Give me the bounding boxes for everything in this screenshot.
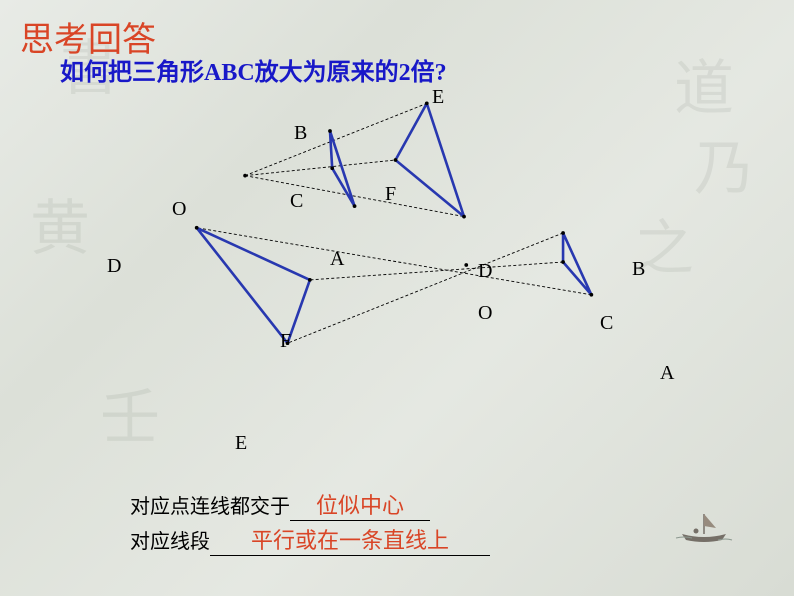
point-label-d: D [478, 260, 492, 283]
fill-line-1-label: 对应点连线都交于 [130, 496, 290, 518]
boat-decoration [674, 506, 734, 546]
question-end: 倍? [411, 60, 447, 86]
point-label-o: O [172, 198, 186, 221]
point-label-e: E [432, 86, 444, 109]
fill-line-2-answer: 平行或在一条直线上 [251, 528, 449, 553]
question-text: 如何把三角形ABC放大为原来的2倍? [60, 52, 447, 87]
fill-line-1: 对应点连线都交于 位似中心 [130, 488, 430, 521]
point-label-b: B [632, 258, 645, 281]
point-label-f: F [385, 183, 396, 206]
point-label-f: F [280, 330, 291, 353]
point-label-a: A [330, 248, 344, 271]
fill-line-2-label: 对应线段 [130, 531, 210, 553]
question-abc: ABC [204, 60, 255, 86]
point-label-o: O [478, 302, 492, 325]
point-label-c: C [290, 190, 303, 213]
point-label-b: B [294, 122, 307, 145]
point-label-c: C [600, 312, 613, 335]
point-label-e: E [235, 432, 247, 455]
fill-line-1-answer: 位似中心 [316, 493, 404, 518]
point-label-d: D [107, 255, 121, 278]
question-suffix: 放大为原来的 [255, 60, 399, 86]
question-prefix: 如何把三角形 [60, 60, 204, 86]
fill-line-2: 对应线段 平行或在一条直线上 [130, 523, 490, 556]
question-number: 2 [399, 60, 411, 86]
point-label-a: A [660, 362, 674, 385]
